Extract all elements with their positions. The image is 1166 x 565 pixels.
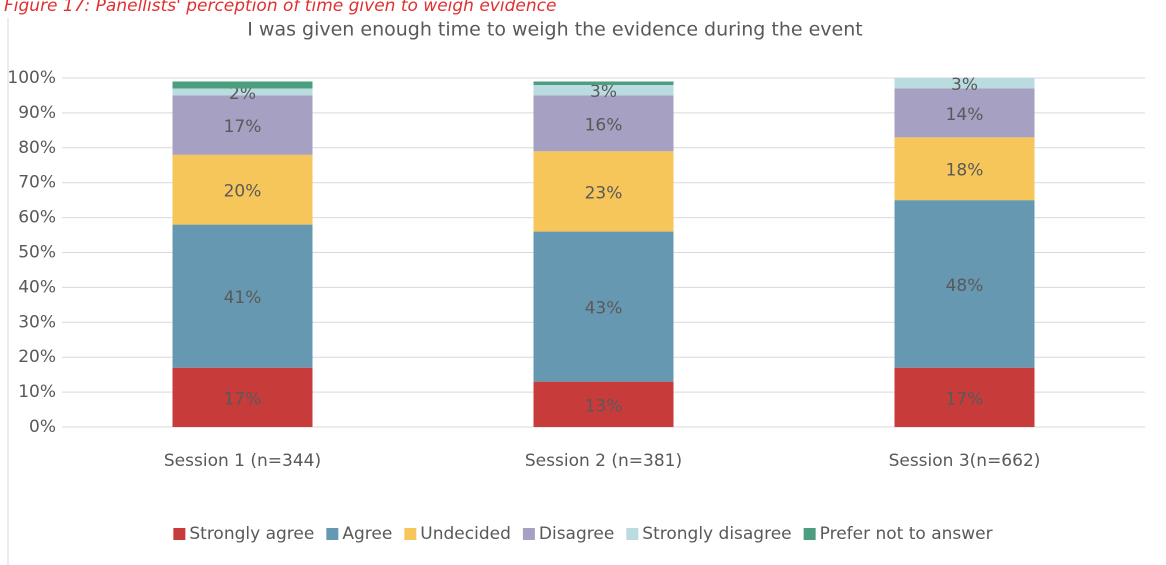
y-tick-label: 20%	[18, 347, 56, 367]
legend-label: Disagree	[539, 524, 614, 544]
legend-swatch	[173, 528, 186, 540]
data-label: 14%	[946, 105, 984, 125]
data-label: 17%	[224, 117, 262, 137]
y-tick-label: 60%	[18, 208, 56, 228]
y-tick-label: 0%	[29, 417, 56, 437]
bar-segment	[533, 95, 674, 152]
data-label: 20%	[224, 182, 262, 202]
bar-segment	[172, 95, 313, 155]
bar-segment	[894, 88, 1035, 138]
legend-swatch	[626, 528, 639, 540]
y-tick-label: 90%	[18, 103, 56, 123]
y-tick-label: 30%	[18, 312, 56, 332]
y-tick-label: 100%	[7, 68, 56, 88]
data-label: 43%	[585, 299, 623, 319]
data-label: 23%	[585, 183, 623, 203]
data-label: 3%	[590, 82, 617, 102]
bar-segment	[533, 151, 674, 232]
y-tick-label: 80%	[18, 138, 56, 158]
x-tick-label: Session 2 (n=381)	[525, 451, 682, 471]
bar-segment	[894, 367, 1035, 427]
legend-swatch	[522, 528, 535, 540]
data-label: 2%	[229, 84, 256, 104]
bar-segment	[533, 81, 674, 85]
x-tick-label: Session 3(n=662)	[889, 451, 1041, 471]
data-label: 48%	[946, 276, 984, 296]
legend-label: Strongly disagree	[642, 524, 791, 544]
legend-swatch	[326, 528, 339, 540]
legend-swatch	[404, 528, 417, 540]
legend-label: Undecided	[420, 524, 511, 544]
bar-segment	[533, 84, 674, 96]
legend-label: Strongly agree	[189, 524, 314, 544]
chart-title: I was given enough time to weigh the evi…	[247, 19, 862, 41]
data-label: 13%	[585, 396, 623, 416]
y-tick-label: 40%	[18, 277, 56, 297]
bar-segment	[533, 381, 674, 427]
legend-swatch	[803, 528, 816, 540]
bar-segment	[172, 367, 313, 427]
bar-segment	[172, 224, 313, 368]
data-label: 17%	[224, 389, 262, 409]
bar-segment	[172, 154, 313, 225]
data-label: 17%	[946, 389, 984, 409]
data-label: 3%	[951, 75, 978, 95]
bar-segment	[894, 200, 1035, 368]
bar-segment	[172, 81, 313, 89]
bar-segment	[533, 231, 674, 382]
data-label: 16%	[585, 115, 623, 135]
y-tick-label: 70%	[18, 173, 56, 193]
legend-label: Prefer not to answer	[820, 524, 993, 544]
y-tick-label: 50%	[18, 243, 56, 263]
bar-segment	[894, 78, 1035, 89]
legend-label: Agree	[342, 524, 392, 544]
bar-segment	[172, 88, 313, 96]
caption: Figure 17: Panellists' perception of tim…	[4, 0, 556, 16]
x-tick-label: Session 1 (n=344)	[164, 451, 321, 471]
data-label: 18%	[946, 161, 984, 181]
bar-segment	[894, 137, 1035, 201]
data-label: 41%	[224, 288, 262, 308]
y-tick-label: 10%	[18, 382, 56, 402]
